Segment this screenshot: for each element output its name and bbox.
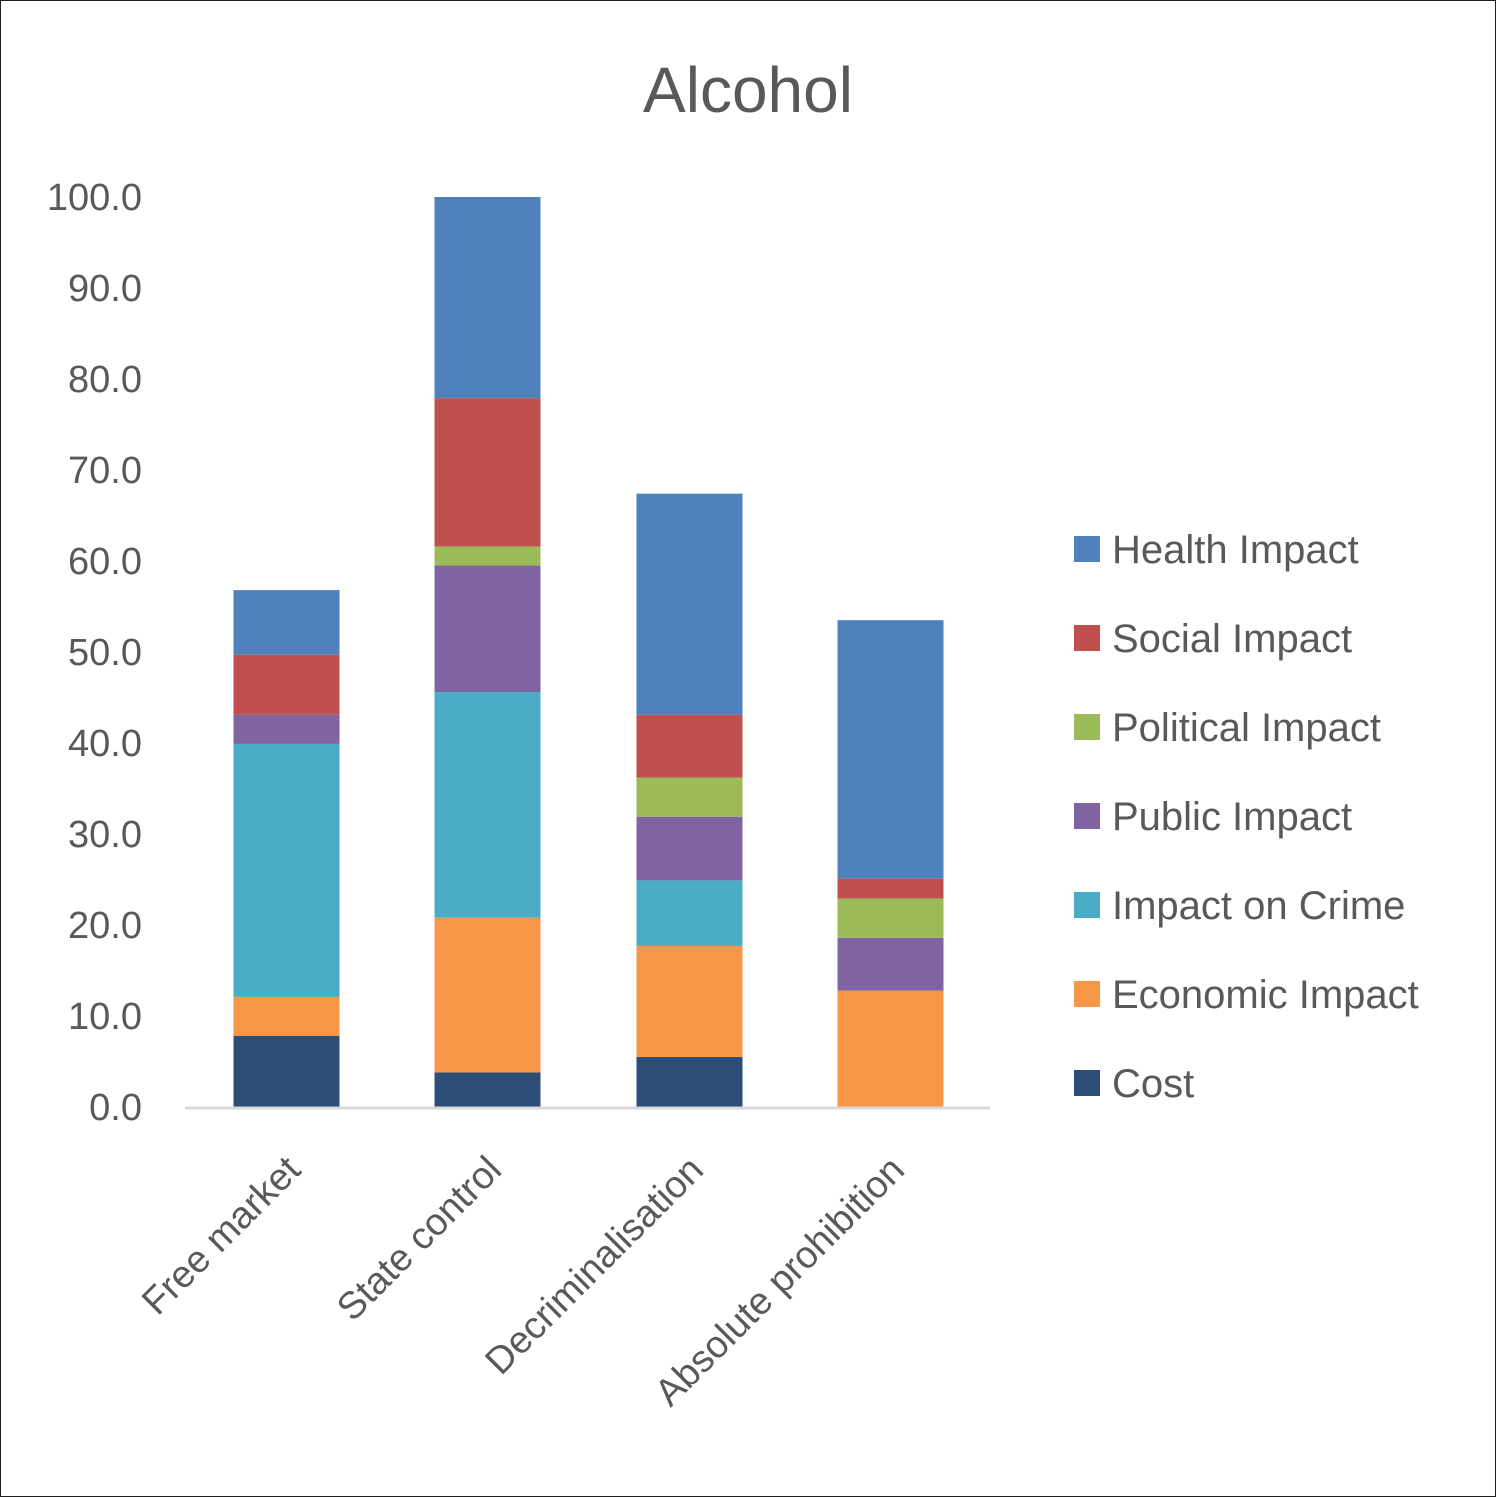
y-tick-label: 40.0 (68, 723, 142, 765)
y-axis: 0.0 10.0 20.0 30.0 40.0 50.0 60.0 70.0 80.0 90.0 1… (47, 177, 142, 1129)
y-tick-label: 80.0 (68, 359, 142, 401)
bar-segment (434, 1072, 541, 1107)
y-tick-label: 50.0 (68, 632, 142, 674)
bars (233, 197, 944, 1107)
legend-label: Public Impact (1112, 795, 1352, 839)
y-tick-label: 100.0 (47, 177, 142, 219)
bar-segment (434, 197, 541, 399)
legend-label: Impact on Crime (1112, 884, 1405, 928)
bar-segment (837, 898, 944, 938)
x-category-label: Free market (134, 1148, 309, 1323)
x-axis: Free market State controlDecriminalisatio… (134, 1148, 913, 1414)
x-category-label: State control (329, 1149, 510, 1330)
legend-label: Economic Impact (1112, 973, 1419, 1017)
bar-segment (837, 937, 944, 991)
bar-segment (837, 990, 944, 1107)
bar-segment (233, 743, 340, 997)
y-tick-label: 90.0 (68, 268, 142, 310)
legend-swatch (1074, 981, 1100, 1007)
legend-swatch (1074, 536, 1100, 562)
bar-segment (434, 692, 541, 918)
bar-segment (636, 714, 743, 778)
bar-segment (233, 590, 340, 655)
y-tick-label: 60.0 (68, 541, 142, 583)
bar-segment (434, 565, 541, 693)
bar-segment (233, 996, 340, 1037)
chart-title: Alcohol (643, 54, 853, 126)
bar-segment (233, 654, 340, 715)
bar-segment (434, 546, 541, 566)
bar-segment (636, 880, 743, 946)
legend-swatch (1074, 714, 1100, 740)
legend-label: Health Impact (1112, 528, 1359, 572)
legend-label: Cost (1112, 1062, 1194, 1106)
bar-segment (636, 945, 743, 1057)
y-tick-label: 10.0 (68, 996, 142, 1038)
y-tick-label: 70.0 (68, 450, 142, 492)
legend-label: Social Impact (1112, 617, 1352, 661)
bar-segment (434, 398, 541, 547)
legend-label: Political Impact (1112, 706, 1381, 750)
legend-swatch (1074, 625, 1100, 651)
bar-segment (636, 816, 743, 881)
x-category-label: Decriminalisation (478, 1149, 712, 1383)
bar-segment (636, 1056, 743, 1107)
bar-segment (233, 714, 340, 744)
bar-segment (434, 917, 541, 1073)
legend-swatch (1074, 1070, 1100, 1096)
y-tick-label: 20.0 (68, 905, 142, 947)
legend: Health Impact Social Impact Political Impa… (1074, 528, 1419, 1106)
y-tick-label: 30.0 (68, 814, 142, 856)
bar-segment (837, 620, 944, 879)
bar-segment (636, 493, 743, 715)
bar-segment (636, 777, 743, 817)
legend-swatch (1074, 892, 1100, 918)
bar-segment (837, 878, 944, 899)
y-tick-label: 0.0 (89, 1087, 142, 1129)
bar-segment (233, 1036, 340, 1107)
legend-swatch (1074, 803, 1100, 829)
